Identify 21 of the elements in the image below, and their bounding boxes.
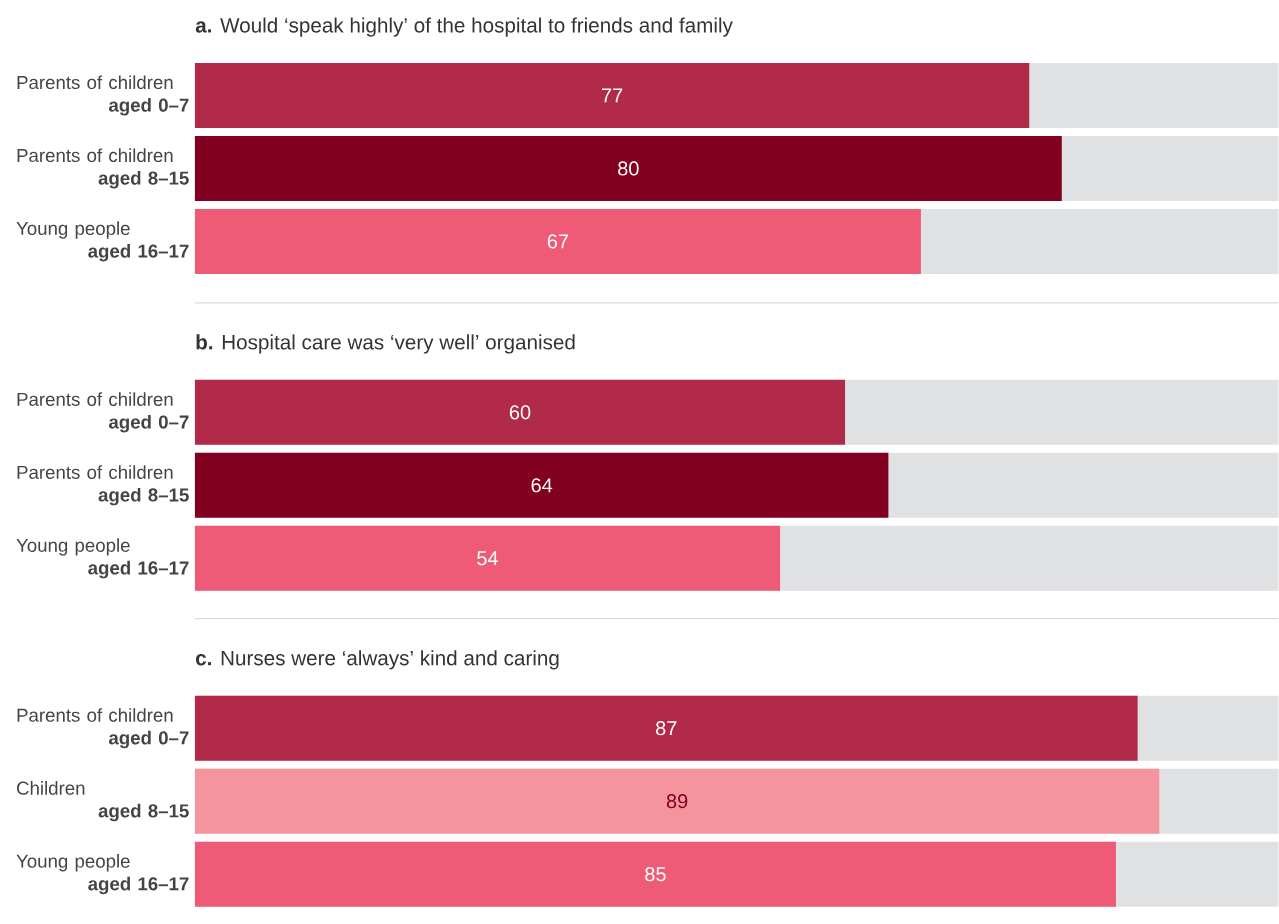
data-label: 87 bbox=[656, 721, 677, 736]
data-label: 67 bbox=[547, 234, 569, 249]
y-tick-label: Parents of children aged 8–15 bbox=[17, 148, 189, 189]
data-label: 54 bbox=[477, 551, 499, 566]
y-tick-label: Parents of children aged 0–7 bbox=[17, 392, 189, 433]
data-label: 80 bbox=[618, 161, 639, 176]
data-label: 77 bbox=[602, 88, 623, 103]
y-tick-label: Children aged 8–15 bbox=[17, 781, 189, 822]
data-label: 89 bbox=[666, 794, 688, 809]
y-tick-label: Young people aged 16–17 bbox=[16, 221, 189, 262]
chart-title: a. Would ‘speak highly’ of the hospital to friends and family bbox=[195, 17, 733, 37]
data-label: 60 bbox=[509, 405, 531, 420]
y-tick-label: Parents of children aged 0–7 bbox=[17, 75, 189, 116]
y-tick-label: Young people aged 16–17 bbox=[16, 854, 189, 895]
data-label: 64 bbox=[531, 478, 553, 493]
data-label: 85 bbox=[645, 867, 666, 882]
chart-title: c. Nurses were ‘always’ kind and caring bbox=[196, 650, 559, 670]
y-tick-label: Young people aged 16–17 bbox=[16, 538, 189, 579]
chart-title: b. Hospital care was ‘very well’ organised bbox=[196, 334, 575, 354]
y-tick-label: Parents of children aged 0–7 bbox=[17, 708, 189, 749]
y-tick-label: Parents of children aged 8–15 bbox=[17, 465, 189, 506]
